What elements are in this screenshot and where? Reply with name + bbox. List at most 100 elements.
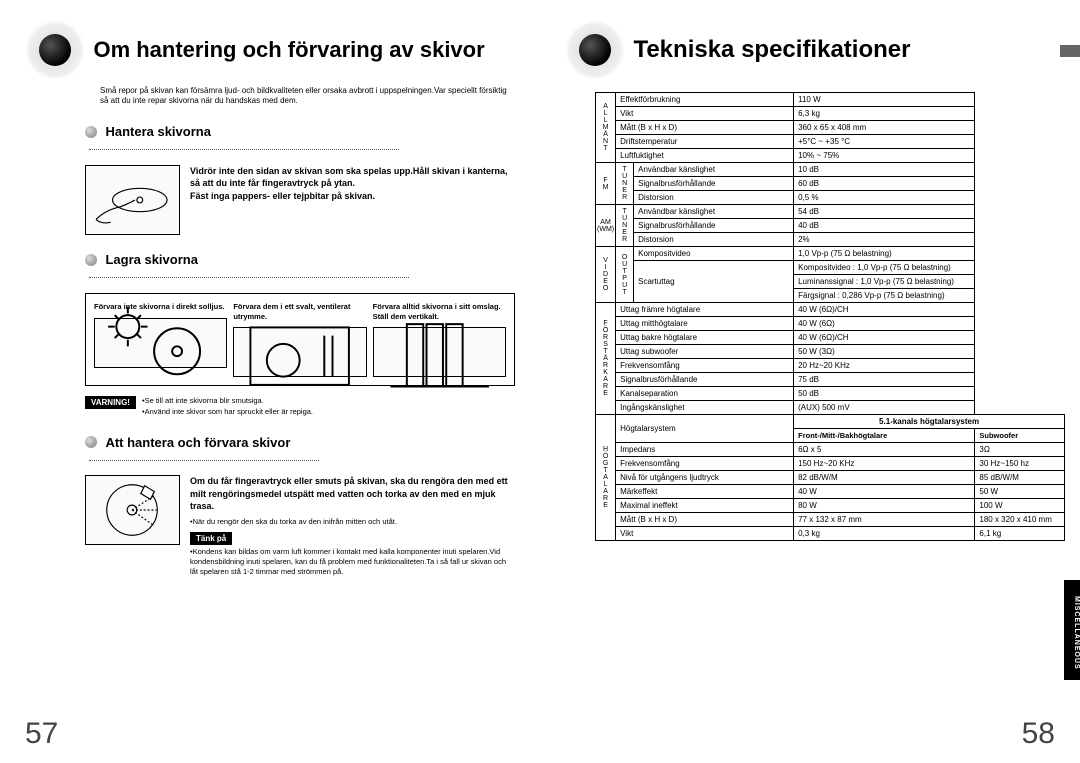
storage-col-2: Förvara dem i ett svalt, ventilerat utry… (233, 302, 366, 378)
subcategory-cell: T U N E R (616, 205, 634, 247)
title-row-right: Tekniska specifikationer (565, 20, 1055, 80)
table-row: Luftfuktighet10% ~ 75% (596, 149, 1065, 163)
spec-label: Frekvensomfång (616, 359, 794, 373)
spec-label: Frekvensomfång (616, 457, 794, 471)
spec-label: Distorsion (634, 233, 794, 247)
category-cell: A L L M Ä N T (596, 93, 616, 163)
table-row: ScartuttagKompositvideo : 1,0 Vp-p (75 Ω… (596, 261, 1065, 275)
spec-value: 75 dB (794, 373, 975, 387)
spec-label: Användbar känslighet (634, 205, 794, 219)
spec-value: +5°C ~ +35 °C (794, 135, 975, 149)
spec-label: Signalbrusförhållande (616, 373, 794, 387)
speaker-system-header: 5.1-kanals högtalarsystem (794, 415, 1065, 429)
sec2-title: Lagra skivorna (105, 252, 198, 267)
table-row: Uttag mitthögtalare40 W (6Ω) (596, 317, 1065, 331)
table-row: Distorsion2% (596, 233, 1065, 247)
dotted-rule (89, 277, 409, 278)
title-row: Om hantering och förvaring av skivor (25, 20, 515, 80)
spec-value: 85 dB/W/M (975, 471, 1065, 485)
section-3-body: Om du får fingeravtryck eller smuts på s… (85, 475, 515, 577)
speaker-col-sub: Subwoofer (975, 429, 1065, 443)
intro-text: Små repor på skivan kan försämra ljud- o… (100, 86, 515, 107)
spec-value: Luminanssignal : 1,0 Vp-p (75 Ω belastni… (794, 275, 975, 289)
spec-label: Vikt (616, 527, 794, 541)
table-row: Märkeffekt40 W50 W (596, 485, 1065, 499)
warning-row: VARNING! •Se till att inte skivorna blir… (85, 396, 515, 417)
spec-label: Impedans (616, 443, 794, 457)
section-1-header: Hantera skivorna (85, 123, 515, 159)
table-row: F Ö R S T Ä R K A R EUttag främre högtal… (596, 303, 1065, 317)
spec-value: 100 W (975, 499, 1065, 513)
sec1-title: Hantera skivorna (105, 124, 211, 139)
speaker-col-front: Front-/Mitt-/Bakhögtalare (794, 429, 975, 443)
spec-value: 50 dB (794, 387, 975, 401)
spec-label: Mått (B x H x D) (616, 121, 794, 135)
spec-value: Färgsignal : 0,286 Vp-p (75 Ω belastning… (794, 289, 975, 303)
spec-label: Effektförbrukning (616, 93, 794, 107)
left-page: Om hantering och förvaring av skivor Små… (0, 0, 540, 763)
table-row: Kanalseparation50 dB (596, 387, 1065, 401)
storage-col-3: Förvara alltid skivorna i sitt omslag. S… (373, 302, 506, 378)
table-row: Frekvensomfång20 Hz~20 KHz (596, 359, 1065, 373)
table-row: Maximal ineffekt80 W100 W (596, 499, 1065, 513)
spec-label: Luftfuktighet (616, 149, 794, 163)
spec-label: Nivå för utgångens ljudtryck (616, 471, 794, 485)
table-row: Impedans6Ω x 53Ω (596, 443, 1065, 457)
spec-value: 60 dB (794, 177, 975, 191)
sec1-text: Vidrör inte den sidan av skivan som ska … (190, 165, 515, 235)
dotted-rule (89, 460, 319, 461)
spec-label: Maximal ineffekt (616, 499, 794, 513)
spec-value: 40 W (6Ω)/CH (794, 331, 975, 345)
table-row: Signalbrusförhållande40 dB (596, 219, 1065, 233)
spec-value: 6,1 kg (975, 527, 1065, 541)
spec-value: 50 W (3Ω) (794, 345, 975, 359)
sec-bullet-icon (85, 126, 97, 138)
storage-triple-box: Förvara inte skivorna i direkt solljus. … (85, 293, 515, 387)
spec-value: 50 W (975, 485, 1065, 499)
spec-value: 150 Hz~20 KHz (794, 457, 975, 471)
spec-label: Kompositvideo (634, 247, 794, 261)
spec-label: Uttag subwoofer (616, 345, 794, 359)
spec-value: 0,3 kg (794, 527, 975, 541)
table-row: Uttag bakre högtalare40 W (6Ω)/CH (596, 331, 1065, 345)
spec-value: 30 Hz~150 hz (975, 457, 1065, 471)
subcategory-cell: T U N E R (616, 163, 634, 205)
spec-label: Vikt (616, 107, 794, 121)
spec-label: Kanalseparation (616, 387, 794, 401)
side-tab-miscellaneous: MISCELLANEOUS (1064, 580, 1080, 680)
table-row: Driftstemperatur+5°C ~ +35 °C (596, 135, 1065, 149)
table-row: AM (WM)T U N E RAnvändbar känslighet54 d… (596, 205, 1065, 219)
category-cell: V I D E O (596, 247, 616, 303)
table-row: A L L M Ä N TEffektförbrukning110 W (596, 93, 1065, 107)
spec-label: Distorsion (634, 191, 794, 205)
sec3-note2: •Kondens kan bildas om varm luft kommer … (190, 547, 515, 577)
spec-value: 54 dB (794, 205, 975, 219)
warning-text: •Se till att inte skivorna blir smutsiga… (142, 396, 313, 417)
page-number-right: 58 (1022, 717, 1055, 751)
think-badge: Tänk på (190, 532, 232, 545)
spec-value: 80 W (794, 499, 975, 513)
spec-value: 82 dB/W/M (794, 471, 975, 485)
wipe-disc-illustration (85, 475, 180, 545)
storage-col-1: Förvara inte skivorna i direkt solljus. (94, 302, 227, 378)
page-title-right: Tekniska specifikationer (633, 36, 910, 64)
spec-label: Högtalarsystem (616, 415, 794, 443)
sec3-bold-text: Om du får fingeravtryck eller smuts på s… (190, 475, 515, 513)
category-cell: F M (596, 163, 616, 205)
spec-value: 360 x 65 x 408 mm (794, 121, 975, 135)
table-row: Signalbrusförhållande75 dB (596, 373, 1065, 387)
table-row: H Ö G T A L A R EHögtalarsystem5.1-kanal… (596, 415, 1065, 429)
table-row: Signalbrusförhållande60 dB (596, 177, 1065, 191)
page-title-left: Om hantering och förvaring av skivor (93, 37, 484, 63)
spec-table: A L L M Ä N TEffektförbrukning110 WVikt6… (595, 92, 1065, 541)
table-row: Ingångskänslighet(AUX) 500 mV (596, 401, 1065, 415)
spec-label: Uttag främre högtalare (616, 303, 794, 317)
spec-label: Användbar känslighet (634, 163, 794, 177)
right-page: Tekniska specifikationer A L L M Ä N TEf… (540, 0, 1080, 763)
table-row: Mått (B x H x D)77 x 132 x 87 mm180 x 32… (596, 513, 1065, 527)
spec-value: 40 W (6Ω) (794, 317, 975, 331)
page-number-left: 57 (25, 717, 58, 751)
spec-value: 6,3 kg (794, 107, 975, 121)
table-row: Vikt6,3 kg (596, 107, 1065, 121)
table-row: Mått (B x H x D)360 x 65 x 408 mm (596, 121, 1065, 135)
